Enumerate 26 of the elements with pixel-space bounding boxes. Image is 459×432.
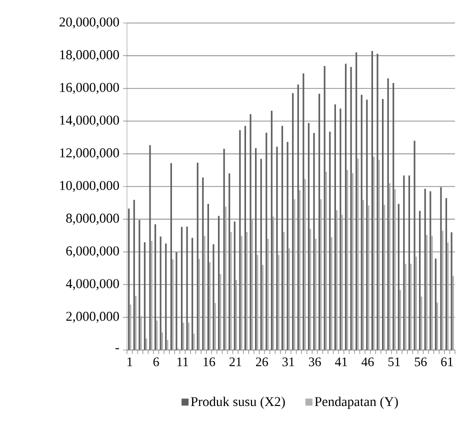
x-tick-label: 26 <box>256 358 268 366</box>
x-tick-label: 36 <box>308 358 321 366</box>
y-tick-label: 18,000,000 <box>60 50 119 62</box>
x-tick-label: 6 <box>153 358 159 366</box>
x-tick-label: 61 <box>441 358 453 366</box>
y-tick-label: 4,000,000 <box>66 279 119 290</box>
y-tick-label: 8,000,000 <box>66 214 119 225</box>
y-tick-label: 10,000,000 <box>60 180 119 192</box>
y-tick-label: 20,000,000 <box>60 17 119 28</box>
y-tick-label: - <box>116 348 119 350</box>
x-tick-label: 31 <box>282 358 294 366</box>
legend-label: Produk susu (X2) <box>190 396 285 409</box>
y-tick-label: 16,000,000 <box>60 82 119 94</box>
y-tick-label: 2,000,000 <box>66 312 119 323</box>
legend-label: Pendapatan (Y) <box>314 396 398 409</box>
x-tick-label: 1 <box>128 358 132 366</box>
x-tick-label: 11 <box>177 358 188 366</box>
x-tick-label: 51 <box>388 358 400 366</box>
y-tick-label: 6,000,000 <box>66 246 119 258</box>
x-tick-label: 16 <box>204 358 216 366</box>
x-tick-label: 41 <box>335 358 347 366</box>
x-tick-label: 46 <box>361 358 374 366</box>
y-tick-label: 14,000,000 <box>60 116 119 127</box>
y-tick-label: 12,000,000 <box>60 148 119 160</box>
x-tick-label: 21 <box>230 358 242 366</box>
x-tick-label: 56 <box>414 358 427 366</box>
